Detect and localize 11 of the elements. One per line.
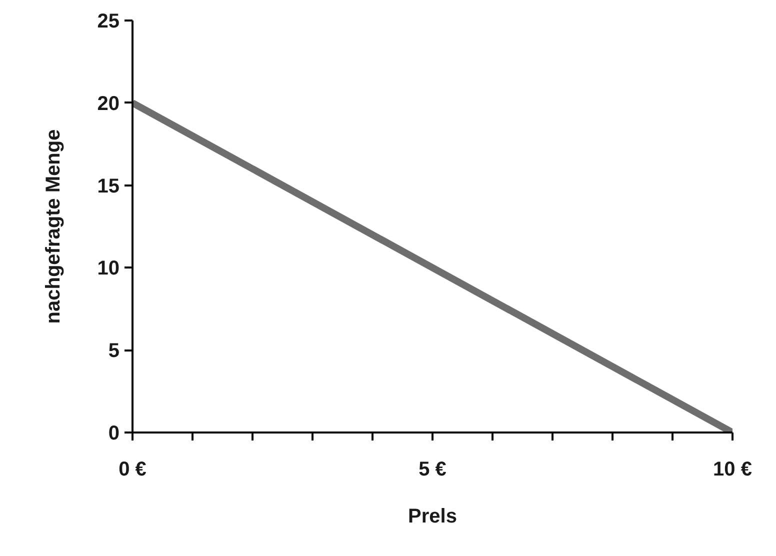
x-tick-label: 0 €: [118, 458, 146, 480]
y-tick-label: 25: [97, 10, 120, 32]
y-tick-label: 15: [97, 175, 120, 198]
y-tick-label: 5: [108, 340, 120, 362]
x-tick-label: 10 €: [713, 458, 752, 480]
y-tick-label: 0: [108, 422, 120, 444]
x-tick-label: 5 €: [418, 458, 446, 480]
y-axis-title: nachgefragte Menge: [42, 129, 64, 324]
y-tick-label: 10: [97, 258, 120, 280]
x-axis-title: Prels: [408, 506, 457, 528]
y-tick-label: 20: [97, 92, 120, 115]
